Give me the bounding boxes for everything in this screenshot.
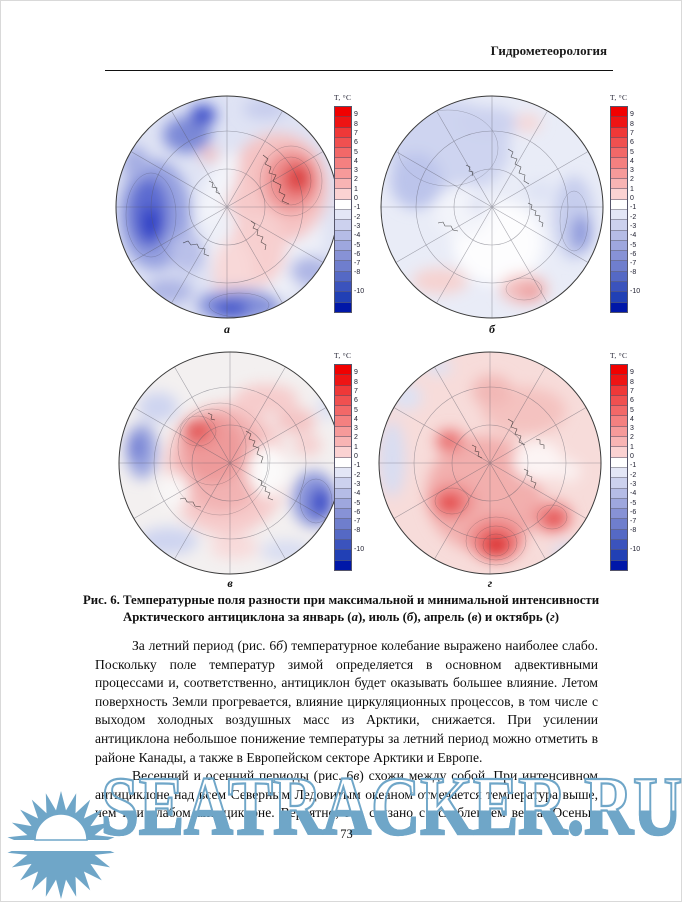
colorbar-title: T, °C xyxy=(610,351,628,360)
colorbar-cells xyxy=(610,106,628,313)
map-january xyxy=(115,95,339,319)
colorbar-g: T, °C 9 8 7 6 5 4 3 2 1 0 -1 -2 -3 -4 -5 -6 -7 -8 -10 xyxy=(610,351,652,571)
colorbar-a: T, °C 9 8 7 6 5 4 3 2 1 0 -1 -2 -3 -4 -5 -6 -7 -8 -10 xyxy=(334,93,376,313)
panel-label-g: г xyxy=(487,576,493,590)
colorbar-cells xyxy=(610,364,628,571)
colorbar-ticks: 9 8 7 6 5 4 3 2 1 0 -1 -2 -3 -4 -5 -6 -7 -8 -10 xyxy=(630,369,641,553)
watermark-text: SEATRACKER.RU xyxy=(100,759,682,855)
running-head: Гидрометеорология xyxy=(490,43,607,58)
paragraph-2: Весенний и осенний периоды (рис. 6в) схо… xyxy=(95,767,598,823)
panel-label-v: в xyxy=(227,576,233,590)
page-number: 73 xyxy=(340,827,353,841)
colorbar-title: T, °C xyxy=(334,351,352,360)
colorbar-v: T, °C 9 8 7 6 5 4 3 2 1 0 -1 -2 -3 -4 -5 -6 -7 -8 -10 xyxy=(334,351,376,571)
body-text: За летний период (рис. 6б) температурное… xyxy=(95,637,598,823)
colorbar-title: T, °C xyxy=(610,93,628,102)
colorbar-ticks: 9 8 7 6 5 4 3 2 1 0 -1 -2 -3 -4 -5 -6 -7 -8 -10 xyxy=(354,111,365,295)
colorbar-b: T, °C 9 8 7 6 5 4 3 2 1 0 -1 -2 -3 -4 -5 -6 -7 -8 -10 xyxy=(610,93,652,313)
map-july xyxy=(380,95,604,319)
colorbar-cells xyxy=(334,364,352,571)
figure-caption: Рис. 6. Температурные поля разности при … xyxy=(82,593,600,624)
colorbar-cells xyxy=(334,106,352,313)
paragraph-1: За летний период (рис. 6б) температурное… xyxy=(95,638,598,765)
header-rule xyxy=(105,70,613,71)
sun-logo-icon xyxy=(6,791,116,899)
colorbar-title: T, °C xyxy=(334,93,352,102)
panel-label-a: а xyxy=(224,322,230,336)
panel-label-b: б xyxy=(489,322,495,336)
map-april xyxy=(118,351,342,575)
colorbar-ticks: 9 8 7 6 5 4 3 2 1 0 -1 -2 -3 -4 -5 -6 -7 -8 -10 xyxy=(354,369,365,553)
map-october xyxy=(378,351,602,575)
watermark: SEATRACKER.RU xyxy=(0,759,682,902)
colorbar-ticks: 9 8 7 6 5 4 3 2 1 0 -1 -2 -3 -4 -5 -6 -7 -8 -10 xyxy=(630,111,641,295)
